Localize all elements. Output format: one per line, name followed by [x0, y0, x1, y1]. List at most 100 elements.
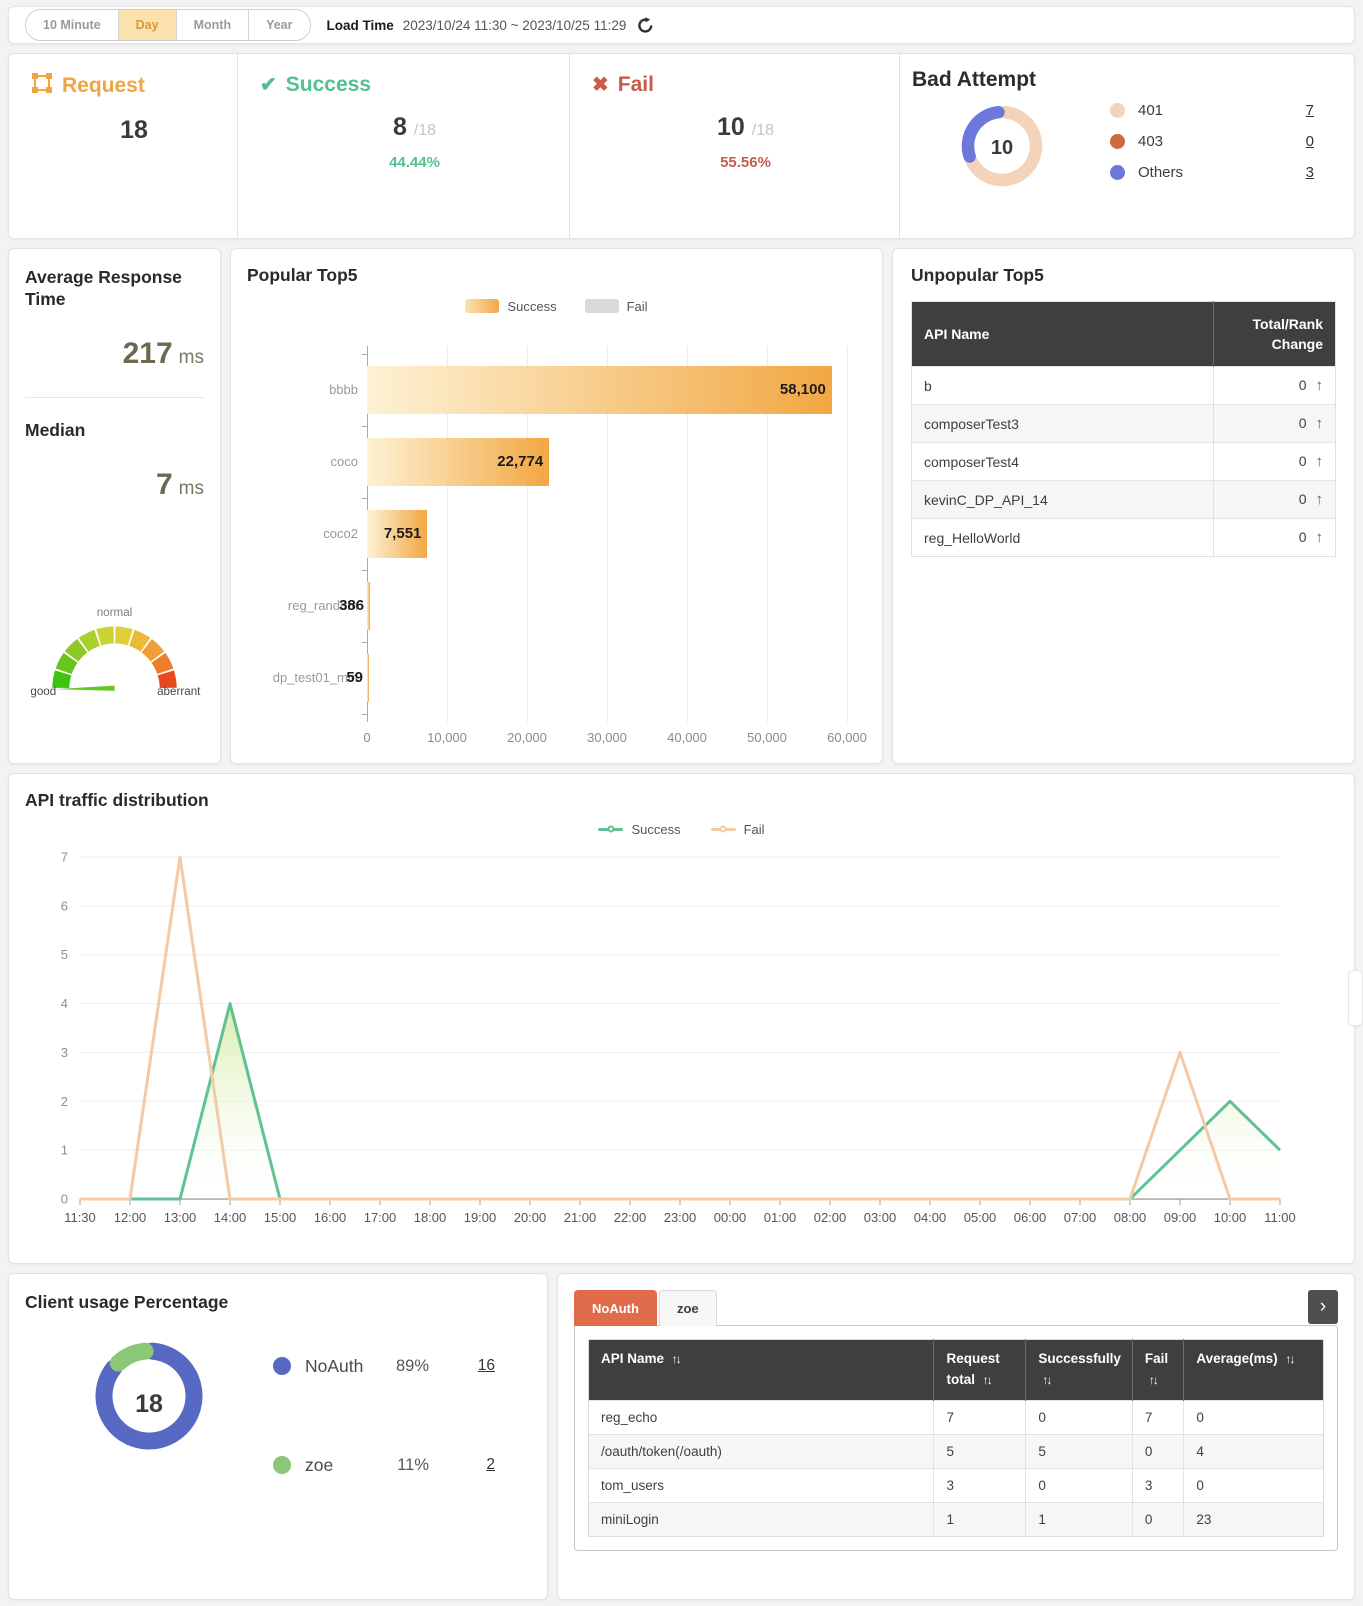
refresh-icon[interactable]	[637, 16, 654, 34]
unpopular-col-api-name[interactable]: API Name	[911, 301, 1214, 367]
popular-legend-fail[interactable]: Fail	[584, 299, 648, 314]
client-col-average-ms-[interactable]: Average(ms) ↑↓	[1183, 1339, 1324, 1401]
tab-zoe[interactable]: zoe	[658, 1290, 717, 1326]
svg-text:6: 6	[61, 898, 68, 913]
client-col-request-total[interactable]: Request total ↑↓	[933, 1339, 1026, 1401]
client-tabs: NoAuth zoe	[574, 1290, 1338, 1326]
unpopular-total: 0	[1298, 491, 1307, 508]
bad-attempt-count-link[interactable]: 0	[1305, 133, 1314, 150]
svg-text:08:00: 08:00	[1114, 1210, 1147, 1225]
client-cell: 0	[1025, 1467, 1133, 1503]
svg-text:23:00: 23:00	[664, 1210, 697, 1225]
popular-bar-value: 59	[346, 668, 363, 686]
tab-noauth[interactable]: NoAuth	[574, 1290, 657, 1326]
load-time-label: Load Time	[326, 17, 394, 33]
median-value: 7	[155, 467, 173, 501]
popular-bar-chart: 0 10,000 20,000 30,000 40,000 50,000 60,000 bb…	[249, 345, 867, 754]
client-percent: 11%	[397, 1455, 429, 1474]
popular-category-label: reg_random	[287, 597, 358, 613]
popular-bar-row: coco2 7,551	[323, 498, 847, 570]
range-button-10-minute[interactable]: 10 Minute	[26, 10, 119, 40]
gridline	[687, 345, 688, 722]
client-col-successfully[interactable]: Successfully ↑↓	[1025, 1339, 1133, 1401]
bad-attempt-legend-item: Others 3	[1110, 164, 1314, 181]
axis-tick	[362, 425, 367, 427]
gridline	[607, 345, 608, 722]
popular-x-tick: 20,000	[507, 729, 547, 745]
legend-dot-icon	[1110, 165, 1125, 180]
sort-icon[interactable]: ↑↓	[671, 1352, 682, 1366]
client-count-link[interactable]: 2	[486, 1456, 495, 1474]
stat-bad-attempt: Bad Attempt 10 401 7 403 0 Others 3	[899, 54, 1354, 238]
popular-legend: Success Fail	[247, 299, 866, 314]
unpopular-table-row[interactable]: b 0 ↑	[911, 366, 1336, 405]
unpopular-table-row[interactable]: kevinC_DP_API_14 0 ↑	[911, 480, 1336, 519]
popular-bar-value: 22,774	[497, 452, 544, 470]
unpopular-top5-panel: Unpopular Top5 API Name Total/Rank Chang…	[892, 248, 1355, 764]
popular-category-label: coco	[330, 453, 358, 469]
popular-x-tick: 10,000	[427, 729, 467, 745]
right-edge-drawer-handle[interactable]	[1348, 970, 1363, 1026]
popular-legend-success[interactable]: Success	[465, 299, 557, 314]
client-table-row[interactable]: tom_users 3 0 3 0	[588, 1467, 1324, 1503]
client-table-row[interactable]: miniLogin 1 1 0 23	[588, 1501, 1324, 1537]
range-button-year[interactable]: Year	[249, 10, 310, 40]
bad-attempt-legend-item: 401 7	[1110, 102, 1314, 119]
client-table-row[interactable]: reg_echo 7 0 7 0	[588, 1399, 1324, 1435]
unpopular-table-row[interactable]: reg_HelloWorld 0 ↑	[911, 518, 1336, 557]
unpopular-table-row[interactable]: composerTest3 0 ↑	[911, 404, 1336, 443]
svg-text:5: 5	[61, 947, 68, 962]
client-name: NoAuth	[305, 1355, 364, 1376]
sort-icon[interactable]: ↑↓	[1285, 1352, 1295, 1366]
svg-text:3: 3	[61, 1045, 68, 1060]
popular-bar[interactable]	[367, 365, 832, 414]
toolbar: 10 Minute Day Month Year Load Time 2023/10/…	[8, 6, 1355, 44]
rank-up-arrow-icon: ↑	[1315, 453, 1324, 471]
legend-swatch-icon	[465, 299, 500, 314]
svg-text:7: 7	[61, 849, 68, 864]
popular-bar[interactable]	[367, 653, 369, 702]
sort-icon[interactable]: ↑↓	[1148, 1372, 1159, 1387]
chevron-right-icon: ›	[1319, 1296, 1327, 1317]
gridline	[447, 345, 448, 722]
unpopular-table: API Name Total/Rank Change b 0 ↑ composer…	[911, 300, 1336, 558]
popular-x-tick: 0	[363, 729, 371, 745]
bad-attempt-count-link[interactable]: 7	[1305, 102, 1314, 119]
bad-attempt-code: 403	[1138, 133, 1164, 150]
tabs-next-button[interactable]: ›	[1308, 1290, 1338, 1324]
popular-bar-value: 7,551	[383, 524, 422, 542]
traffic-line-chart: 0 1 2 3 4 5 6 7 11:30 12:00 13:00 14:00 15:00 16:00 17…	[25, 837, 1338, 1240]
popular-bar[interactable]	[367, 509, 428, 558]
unpopular-table-row[interactable]: composerTest4 0 ↑	[911, 442, 1336, 481]
svg-text:4: 4	[61, 996, 68, 1011]
client-col-fail[interactable]: Fail ↑↓	[1131, 1339, 1184, 1401]
unpopular-col-total-rank[interactable]: Total/Rank Change	[1213, 301, 1336, 367]
svg-text:16:00: 16:00	[314, 1210, 347, 1225]
sort-icon[interactable]: ↑↓	[1042, 1372, 1052, 1387]
client-table-row[interactable]: /oauth/token(/oauth) 5 5 0 4	[588, 1433, 1324, 1469]
sort-icon[interactable]: ↑↓	[982, 1372, 993, 1387]
success-label: Success	[285, 72, 371, 96]
axis-tick	[362, 641, 367, 643]
range-switcher: 10 Minute Day Month Year	[25, 9, 311, 41]
svg-text:09:00: 09:00	[1164, 1210, 1197, 1225]
popular-bar[interactable]	[367, 437, 550, 486]
client-count-link[interactable]: 16	[477, 1357, 495, 1375]
bad-attempt-count-link[interactable]: 3	[1305, 164, 1314, 181]
popular-bar[interactable]	[367, 581, 371, 630]
traffic-legend-fail[interactable]: Fail	[710, 822, 765, 837]
client-cell: 0	[1131, 1433, 1184, 1469]
popular-x-tick: 60,000	[827, 729, 867, 745]
avg-response-value: 217	[122, 336, 173, 370]
popular-x-tick: 30,000	[587, 729, 627, 745]
gridline	[527, 345, 528, 722]
traffic-legend-success[interactable]: Success	[598, 822, 681, 837]
client-api-name: reg_echo	[588, 1399, 934, 1435]
stats-row: Request 18 ✔ Success 8 /18 44.44% ✖ Fail…	[8, 53, 1355, 239]
popular-x-tick: 40,000	[667, 729, 707, 745]
popular-top5-panel: Popular Top5 Success Fail 0 10,000 20,000 3…	[230, 248, 883, 764]
range-button-day[interactable]: Day	[118, 10, 177, 40]
client-col-api-name[interactable]: API Name ↑↓	[588, 1339, 934, 1401]
range-button-month[interactable]: Month	[176, 10, 250, 40]
